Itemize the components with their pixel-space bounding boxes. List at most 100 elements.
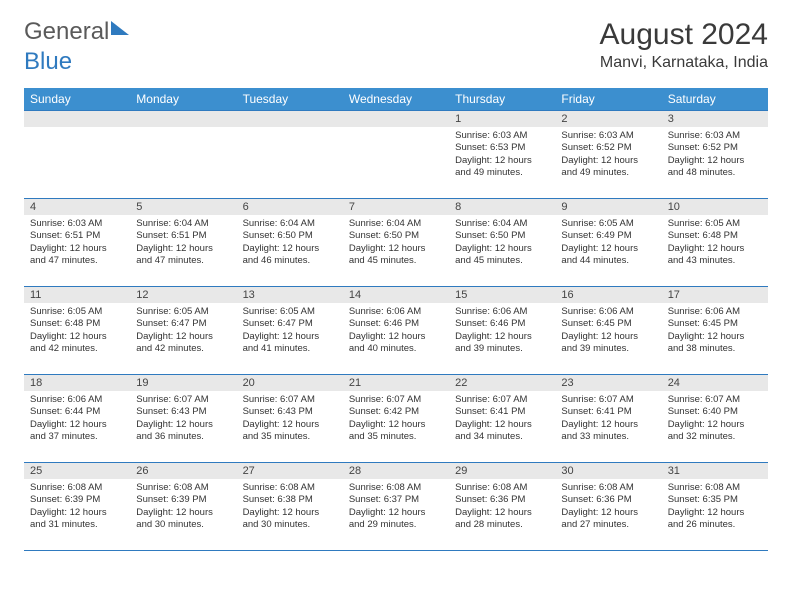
sunrise-text: Sunrise: 6:06 AM <box>668 306 762 318</box>
daylight-text-2: and 38 minutes. <box>668 343 762 355</box>
sunrise-text: Sunrise: 6:07 AM <box>455 394 549 406</box>
calendar-day-cell: 30Sunrise: 6:08 AMSunset: 6:36 PMDayligh… <box>555 463 661 551</box>
day-number: 18 <box>24 375 130 391</box>
sunset-text: Sunset: 6:36 PM <box>455 494 549 506</box>
calendar-day-cell: 19Sunrise: 6:07 AMSunset: 6:43 PMDayligh… <box>130 375 236 463</box>
calendar-day-cell: 18Sunrise: 6:06 AMSunset: 6:44 PMDayligh… <box>24 375 130 463</box>
sunrise-text: Sunrise: 6:05 AM <box>136 306 230 318</box>
sunrise-text: Sunrise: 6:07 AM <box>668 394 762 406</box>
daylight-text-2: and 36 minutes. <box>136 431 230 443</box>
sunrise-text: Sunrise: 6:05 AM <box>561 218 655 230</box>
day-number <box>130 111 236 127</box>
daylight-text-1: Daylight: 12 hours <box>455 331 549 343</box>
daylight-text-1: Daylight: 12 hours <box>668 419 762 431</box>
daylight-text-2: and 42 minutes. <box>136 343 230 355</box>
calendar-table: SundayMondayTuesdayWednesdayThursdayFrid… <box>24 88 768 551</box>
day-number: 8 <box>449 199 555 215</box>
daylight-text-1: Daylight: 12 hours <box>349 243 443 255</box>
daylight-text-2: and 26 minutes. <box>668 519 762 531</box>
sunset-text: Sunset: 6:40 PM <box>668 406 762 418</box>
calendar-day-cell: 24Sunrise: 6:07 AMSunset: 6:40 PMDayligh… <box>662 375 768 463</box>
day-details: Sunrise: 6:03 AMSunset: 6:53 PMDaylight:… <box>449 127 555 185</box>
daylight-text-2: and 32 minutes. <box>668 431 762 443</box>
day-details: Sunrise: 6:07 AMSunset: 6:42 PMDaylight:… <box>343 391 449 449</box>
daylight-text-1: Daylight: 12 hours <box>136 331 230 343</box>
calendar-week-row: 18Sunrise: 6:06 AMSunset: 6:44 PMDayligh… <box>24 375 768 463</box>
day-details: Sunrise: 6:05 AMSunset: 6:47 PMDaylight:… <box>237 303 343 361</box>
calendar-day-cell: 13Sunrise: 6:05 AMSunset: 6:47 PMDayligh… <box>237 287 343 375</box>
daylight-text-1: Daylight: 12 hours <box>668 331 762 343</box>
daylight-text-1: Daylight: 12 hours <box>668 243 762 255</box>
sunset-text: Sunset: 6:49 PM <box>561 230 655 242</box>
sunset-text: Sunset: 6:39 PM <box>30 494 124 506</box>
day-header: Sunday <box>24 88 130 111</box>
daylight-text-2: and 44 minutes. <box>561 255 655 267</box>
sunset-text: Sunset: 6:46 PM <box>349 318 443 330</box>
sunrise-text: Sunrise: 6:06 AM <box>455 306 549 318</box>
sunrise-text: Sunrise: 6:05 AM <box>30 306 124 318</box>
sunrise-text: Sunrise: 6:04 AM <box>243 218 337 230</box>
day-number: 7 <box>343 199 449 215</box>
sunrise-text: Sunrise: 6:08 AM <box>455 482 549 494</box>
day-details: Sunrise: 6:07 AMSunset: 6:43 PMDaylight:… <box>130 391 236 449</box>
day-details: Sunrise: 6:07 AMSunset: 6:41 PMDaylight:… <box>555 391 661 449</box>
day-number: 30 <box>555 463 661 479</box>
sunset-text: Sunset: 6:50 PM <box>455 230 549 242</box>
sunset-text: Sunset: 6:45 PM <box>668 318 762 330</box>
daylight-text-1: Daylight: 12 hours <box>455 155 549 167</box>
daylight-text-1: Daylight: 12 hours <box>668 155 762 167</box>
daylight-text-2: and 37 minutes. <box>30 431 124 443</box>
daylight-text-1: Daylight: 12 hours <box>30 507 124 519</box>
calendar-day-cell: 2Sunrise: 6:03 AMSunset: 6:52 PMDaylight… <box>555 111 661 199</box>
daylight-text-2: and 27 minutes. <box>561 519 655 531</box>
day-number: 4 <box>24 199 130 215</box>
sunrise-text: Sunrise: 6:05 AM <box>668 218 762 230</box>
sunset-text: Sunset: 6:43 PM <box>136 406 230 418</box>
calendar-body: 1Sunrise: 6:03 AMSunset: 6:53 PMDaylight… <box>24 111 768 551</box>
sunrise-text: Sunrise: 6:07 AM <box>136 394 230 406</box>
daylight-text-1: Daylight: 12 hours <box>30 243 124 255</box>
daylight-text-1: Daylight: 12 hours <box>561 243 655 255</box>
sunrise-text: Sunrise: 6:06 AM <box>30 394 124 406</box>
daylight-text-2: and 42 minutes. <box>30 343 124 355</box>
sunrise-text: Sunrise: 6:06 AM <box>561 306 655 318</box>
sunset-text: Sunset: 6:41 PM <box>455 406 549 418</box>
daylight-text-2: and 35 minutes. <box>243 431 337 443</box>
sunrise-text: Sunrise: 6:03 AM <box>455 130 549 142</box>
calendar-day-cell: 20Sunrise: 6:07 AMSunset: 6:43 PMDayligh… <box>237 375 343 463</box>
daylight-text-1: Daylight: 12 hours <box>136 507 230 519</box>
sunrise-text: Sunrise: 6:08 AM <box>668 482 762 494</box>
daylight-text-2: and 33 minutes. <box>561 431 655 443</box>
sunrise-text: Sunrise: 6:08 AM <box>136 482 230 494</box>
daylight-text-2: and 43 minutes. <box>668 255 762 267</box>
day-number: 14 <box>343 287 449 303</box>
sunrise-text: Sunrise: 6:07 AM <box>349 394 443 406</box>
day-details: Sunrise: 6:08 AMSunset: 6:36 PMDaylight:… <box>555 479 661 537</box>
day-details: Sunrise: 6:05 AMSunset: 6:48 PMDaylight:… <box>24 303 130 361</box>
sunrise-text: Sunrise: 6:03 AM <box>561 130 655 142</box>
daylight-text-2: and 30 minutes. <box>136 519 230 531</box>
day-number: 16 <box>555 287 661 303</box>
sunset-text: Sunset: 6:38 PM <box>243 494 337 506</box>
calendar-page: General August 2024 Manvi, Karnataka, In… <box>0 0 792 569</box>
calendar-day-cell: 22Sunrise: 6:07 AMSunset: 6:41 PMDayligh… <box>449 375 555 463</box>
day-number: 19 <box>130 375 236 391</box>
daylight-text-1: Daylight: 12 hours <box>243 507 337 519</box>
day-details: Sunrise: 6:04 AMSunset: 6:50 PMDaylight:… <box>343 215 449 273</box>
day-details: Sunrise: 6:06 AMSunset: 6:46 PMDaylight:… <box>449 303 555 361</box>
sunset-text: Sunset: 6:35 PM <box>668 494 762 506</box>
daylight-text-1: Daylight: 12 hours <box>243 419 337 431</box>
day-number: 21 <box>343 375 449 391</box>
day-details: Sunrise: 6:03 AMSunset: 6:52 PMDaylight:… <box>555 127 661 185</box>
daylight-text-2: and 41 minutes. <box>243 343 337 355</box>
day-details: Sunrise: 6:07 AMSunset: 6:43 PMDaylight:… <box>237 391 343 449</box>
daylight-text-2: and 49 minutes. <box>561 167 655 179</box>
daylight-text-1: Daylight: 12 hours <box>349 419 443 431</box>
day-number: 28 <box>343 463 449 479</box>
daylight-text-2: and 46 minutes. <box>243 255 337 267</box>
calendar-day-cell: 29Sunrise: 6:08 AMSunset: 6:36 PMDayligh… <box>449 463 555 551</box>
daylight-text-1: Daylight: 12 hours <box>561 419 655 431</box>
calendar-day-cell: 28Sunrise: 6:08 AMSunset: 6:37 PMDayligh… <box>343 463 449 551</box>
day-details: Sunrise: 6:06 AMSunset: 6:45 PMDaylight:… <box>555 303 661 361</box>
sunrise-text: Sunrise: 6:07 AM <box>561 394 655 406</box>
